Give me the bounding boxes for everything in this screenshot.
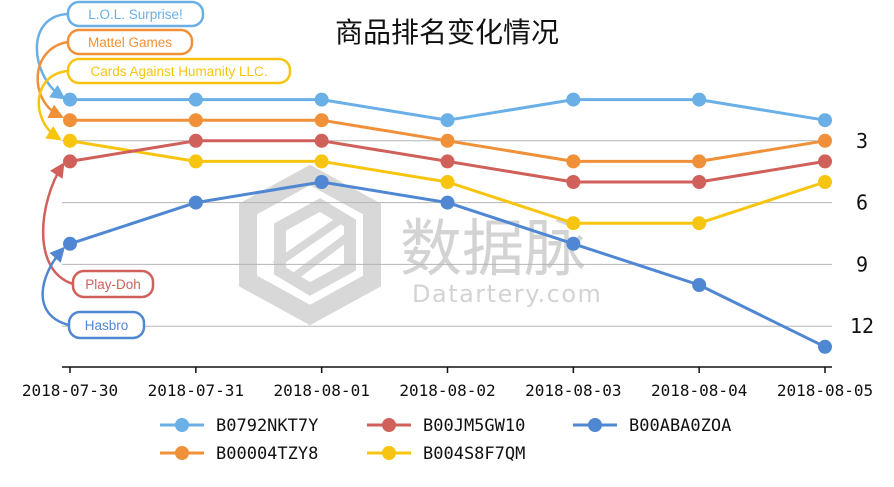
data-point xyxy=(188,113,203,128)
watermark-main-text: 数据脉 xyxy=(400,212,586,285)
data-point xyxy=(314,113,329,128)
legend-swatch-marker xyxy=(588,418,602,432)
x-tick-label: 2018-08-03 xyxy=(525,381,621,400)
annotation-box xyxy=(66,57,292,85)
data-point xyxy=(818,339,832,354)
data-point xyxy=(188,195,203,210)
y-tick-label: 12 xyxy=(850,314,874,338)
data-point xyxy=(818,133,832,148)
y-tick-label: 9 xyxy=(856,252,868,276)
annotation-label: Mattel Games xyxy=(88,35,172,50)
x-tick-label: 2018-07-30 xyxy=(22,381,118,400)
annotation-arrow xyxy=(41,246,70,327)
data-point xyxy=(692,154,707,169)
data-point xyxy=(314,175,329,189)
data-point xyxy=(63,133,77,148)
annotation-B00JM5GW10: Play-Doh xyxy=(41,162,155,299)
series-B00ABA0ZOA xyxy=(63,175,832,354)
data-point xyxy=(566,92,581,107)
legend-label: B00ABA0ZOA xyxy=(629,416,731,436)
data-point xyxy=(188,92,203,107)
data-point xyxy=(440,154,455,169)
annotation-box xyxy=(67,310,146,340)
data-point xyxy=(818,154,832,169)
annotation-box xyxy=(71,269,155,299)
annotation-box xyxy=(66,0,205,28)
annotation-arrow xyxy=(37,69,69,141)
legend-item-B0792NKT7Y: B0792NKT7Y xyxy=(160,416,318,436)
annotation-B00004TZY8: Mattel Games xyxy=(36,28,194,119)
annotation-arrow xyxy=(36,40,69,119)
data-point xyxy=(692,175,707,189)
annotation-box xyxy=(66,28,194,56)
annotation-B00ABA0ZOA: Hasbro xyxy=(41,246,146,340)
data-point xyxy=(63,154,77,169)
legend-item-B00ABA0ZOA: B00ABA0ZOA xyxy=(573,416,731,436)
data-point xyxy=(440,133,455,148)
series-B004S8F7QM xyxy=(63,133,832,231)
data-point xyxy=(314,92,329,107)
y-tick-label: 3 xyxy=(856,129,868,153)
series-B0792NKT7Y xyxy=(63,92,832,128)
legend-item-B00004TZY8: B00004TZY8 xyxy=(160,444,318,464)
x-tick-label: 2018-08-04 xyxy=(651,381,747,400)
annotation-label: L.O.L. Surprise! xyxy=(88,7,183,22)
annotation-label: Play-Doh xyxy=(85,277,141,292)
watermark-sub-text: Datartery.com xyxy=(412,280,602,308)
annotation-label: Cards Against Humanity LLC. xyxy=(90,64,267,79)
y-tick-label: 6 xyxy=(856,191,868,215)
legend-swatch-marker xyxy=(382,418,396,432)
legend-item-B00JM5GW10: B00JM5GW10 xyxy=(367,416,525,436)
annotation-B004S8F7QM: Cards Against Humanity LLC. xyxy=(37,57,292,141)
series-B00004TZY8 xyxy=(63,113,832,169)
data-point xyxy=(188,133,203,148)
data-point xyxy=(566,154,581,169)
legend-label: B00JM5GW10 xyxy=(423,416,525,436)
legend-label: B004S8F7QM xyxy=(423,444,525,464)
data-point xyxy=(63,92,77,107)
data-point xyxy=(63,113,77,128)
x-tick-label: 2018-08-01 xyxy=(274,381,370,400)
x-tick-label: 2018-08-02 xyxy=(399,381,495,400)
annotation-arrow xyxy=(41,162,74,286)
series-layer xyxy=(63,92,832,354)
chart-title: 商品排名变化情况 xyxy=(335,16,559,49)
annotation-arrow xyxy=(35,12,69,100)
data-point xyxy=(440,195,455,210)
legend-swatch-marker xyxy=(175,418,189,432)
data-point xyxy=(818,175,832,189)
watermark: 数据脉 Datartery.com xyxy=(239,164,602,326)
annotation-label: Hasbro xyxy=(85,318,129,333)
data-point xyxy=(566,236,581,251)
data-point xyxy=(692,92,707,107)
legend-swatch-marker xyxy=(175,446,189,460)
legend: B0792NKT7Y B00JM5GW10 B00ABA0ZOA B00004TZY8… xyxy=(160,416,731,464)
data-point xyxy=(566,216,581,231)
data-point xyxy=(314,133,329,148)
data-point xyxy=(818,113,832,128)
x-tick-label: 2018-07-31 xyxy=(148,381,244,400)
data-point xyxy=(440,113,455,128)
annotations: L.O.L. Surprise! Mattel Games Cards Agains… xyxy=(35,0,292,340)
data-point xyxy=(63,236,77,251)
data-point xyxy=(440,175,455,189)
annotation-B0792NKT7Y: L.O.L. Surprise! xyxy=(35,0,205,100)
data-point xyxy=(692,278,707,292)
data-point xyxy=(692,216,707,231)
data-point xyxy=(188,154,203,169)
data-point xyxy=(566,175,581,189)
legend-swatch-marker xyxy=(382,446,396,460)
watermark-logo xyxy=(239,164,381,326)
data-point xyxy=(314,154,329,169)
y-axis: 3 6 9 12 xyxy=(850,129,874,338)
legend-label: B00004TZY8 xyxy=(216,444,318,464)
x-tick-label: 2018-08-05 xyxy=(777,381,873,400)
legend-item-B004S8F7QM: B004S8F7QM xyxy=(367,444,525,464)
legend-label: B0792NKT7Y xyxy=(216,416,318,436)
x-axis: 2018-07-30 2018-07-31 2018-08-01 2018-08-02… xyxy=(22,366,873,400)
series-B00JM5GW10 xyxy=(63,133,832,189)
